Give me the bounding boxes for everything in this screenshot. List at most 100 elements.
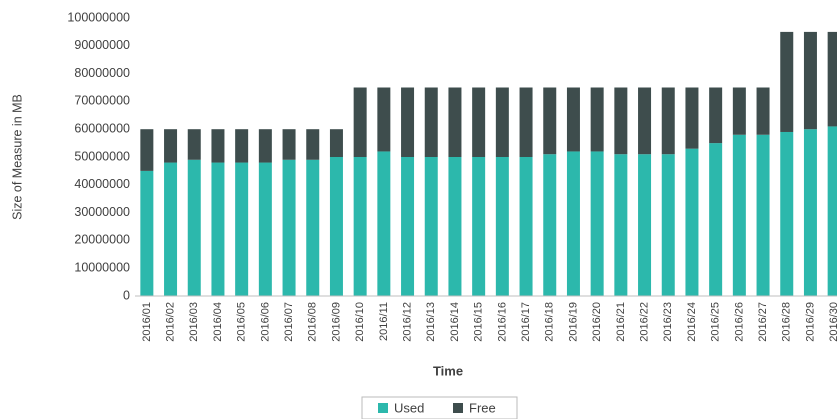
bar-segment: [756, 134, 770, 296]
bar-segment: [566, 87, 580, 152]
x-tick-label: 2016/16: [496, 302, 508, 342]
bar-segment: [519, 87, 533, 157]
x-tick-label: 2016/08: [307, 302, 319, 342]
bar-segment: [780, 131, 794, 296]
x-tick-label: 2016/11: [378, 302, 390, 341]
bar-segment: [732, 87, 746, 135]
x-tick-label: 2016/05: [236, 302, 248, 342]
x-tick-label: 2016/06: [259, 302, 271, 342]
legend-swatch: [453, 403, 463, 413]
legend-label: Free: [469, 400, 496, 415]
bar-segment: [282, 129, 296, 160]
x-tick-label: 2016/23: [662, 302, 674, 342]
x-tick-label: 2016/26: [733, 302, 745, 342]
y-tick-label: 10000000: [74, 260, 130, 274]
bar-segment: [519, 157, 533, 296]
bar-segment: [306, 159, 320, 296]
bar-segment: [638, 87, 652, 155]
bar-segment: [661, 154, 675, 296]
bar-segment: [732, 134, 746, 296]
y-tick-label: 100000000: [67, 10, 130, 24]
bar-segment: [803, 31, 817, 130]
y-tick-label: 50000000: [74, 149, 130, 163]
bar-segment: [164, 162, 178, 296]
bar-segment: [614, 87, 628, 155]
bar-segment: [448, 157, 462, 296]
bar-segment: [472, 87, 486, 157]
bar-segment: [235, 162, 249, 296]
bar-segment: [377, 87, 391, 152]
bar-segment: [495, 157, 509, 296]
x-tick-label: 2016/22: [638, 302, 650, 342]
bar-segment: [685, 148, 699, 296]
bar-segment: [566, 151, 580, 296]
y-axis-label: Size of Measure in MB: [10, 94, 24, 220]
x-tick-label: 2016/01: [141, 302, 153, 342]
y-tick-label: 90000000: [74, 38, 130, 52]
x-tick-label: 2016/21: [615, 302, 627, 342]
bar-segment: [258, 129, 272, 163]
y-tick-label: 0: [123, 288, 130, 302]
bar-segment: [709, 87, 723, 144]
bar-segment: [258, 162, 272, 296]
x-tick-label: 2016/09: [330, 302, 342, 342]
bar-segment: [353, 157, 367, 296]
bar-segment: [756, 87, 770, 135]
bar-segment: [401, 157, 415, 296]
x-tick-label: 2016/03: [188, 302, 200, 342]
legend-box: [361, 396, 518, 419]
x-tick-label: 2016/18: [544, 302, 556, 342]
x-tick-label: 2016/29: [804, 302, 816, 342]
y-tick-label: 30000000: [74, 205, 130, 219]
bar-segment: [377, 151, 391, 296]
x-tick-label: 2016/10: [354, 302, 366, 342]
bar-segment: [306, 129, 320, 160]
bar-segment: [235, 129, 249, 163]
y-tick-label: 60000000: [74, 121, 130, 135]
bar-segment: [543, 87, 557, 155]
bar-segment: [472, 157, 486, 296]
y-tick-label: 70000000: [74, 94, 130, 108]
bar-segment: [424, 87, 438, 157]
x-axis-label: Time: [433, 363, 463, 378]
bar-segment: [780, 31, 794, 132]
y-tick-label: 80000000: [74, 66, 130, 80]
x-tick-label: 2016/27: [757, 302, 769, 342]
bar-segment: [282, 159, 296, 296]
bar-segment: [543, 154, 557, 296]
bar-segment: [709, 143, 723, 296]
x-tick-label: 2016/04: [212, 302, 224, 342]
bar-segment: [590, 87, 604, 152]
bar-segment: [638, 154, 652, 296]
legend-swatch: [378, 403, 388, 413]
bar-segment: [661, 87, 675, 155]
x-tick-label: 2016/12: [401, 302, 413, 342]
bar-segment: [329, 129, 343, 157]
y-tick-label: 40000000: [74, 177, 130, 191]
x-tick-label: 2016/30: [828, 302, 837, 342]
bar-segment: [827, 126, 837, 296]
legend-label: Used: [394, 400, 424, 415]
bar-segment: [140, 170, 154, 296]
x-tick-label: 2016/07: [283, 302, 295, 342]
x-tick-label: 2016/25: [710, 302, 722, 342]
x-tick-label: 2016/13: [425, 302, 437, 342]
x-tick-label: 2016/15: [473, 302, 485, 342]
bar-segment: [187, 129, 201, 160]
bar-segment: [827, 31, 837, 127]
bar-segment: [424, 157, 438, 296]
bar-segment: [590, 151, 604, 296]
bar-segment: [164, 129, 178, 163]
x-tick-label: 2016/17: [520, 302, 532, 342]
bar-segment: [140, 129, 154, 171]
bar-segment: [685, 87, 699, 149]
x-tick-label: 2016/20: [591, 302, 603, 342]
y-tick-label: 20000000: [74, 233, 130, 247]
bar-segment: [211, 162, 225, 296]
bar-segment: [803, 129, 817, 296]
x-tick-label: 2016/24: [686, 302, 698, 342]
x-tick-label: 2016/19: [567, 302, 579, 342]
bar-segment: [614, 154, 628, 296]
bar-segment: [187, 159, 201, 296]
